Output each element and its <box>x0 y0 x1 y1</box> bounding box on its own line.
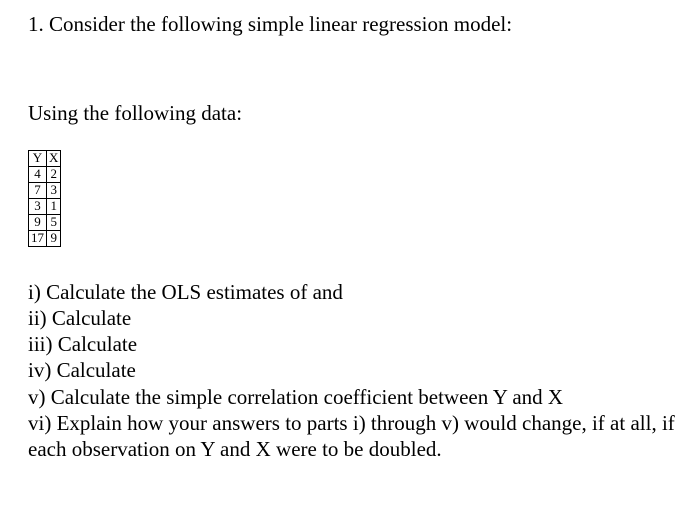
question-ii: ii) Calculate <box>28 305 680 331</box>
cell-y: 4 <box>29 166 47 182</box>
header-x: X <box>47 151 61 167</box>
table-row: 7 3 <box>29 182 61 198</box>
cell-x: 1 <box>47 198 61 214</box>
question-intro: 1. Consider the following simple linear … <box>28 12 680 37</box>
data-intro: Using the following data: <box>28 101 680 126</box>
question-iii: iii) Calculate <box>28 331 680 357</box>
cell-x: 3 <box>47 182 61 198</box>
question-i: i) Calculate the OLS estimates of and <box>28 279 680 305</box>
table-row: 17 9 <box>29 230 61 246</box>
table-row: 9 5 <box>29 214 61 230</box>
cell-y: 3 <box>29 198 47 214</box>
question-v: v) Calculate the simple correlation coef… <box>28 384 680 410</box>
question-vi: vi) Explain how your answers to parts i)… <box>28 410 680 463</box>
question-iv: iv) Calculate <box>28 357 680 383</box>
cell-x: 5 <box>47 214 61 230</box>
table-row: 4 2 <box>29 166 61 182</box>
cell-y: 7 <box>29 182 47 198</box>
cell-y: 9 <box>29 214 47 230</box>
cell-x: 9 <box>47 230 61 246</box>
cell-y: 17 <box>29 230 47 246</box>
header-y: Y <box>29 151 47 167</box>
data-table: Y X 4 2 7 3 3 1 9 5 17 9 <box>28 150 61 247</box>
table-header-row: Y X <box>29 151 61 167</box>
table-row: 3 1 <box>29 198 61 214</box>
cell-x: 2 <box>47 166 61 182</box>
question-list: i) Calculate the OLS estimates of and ii… <box>28 279 680 463</box>
